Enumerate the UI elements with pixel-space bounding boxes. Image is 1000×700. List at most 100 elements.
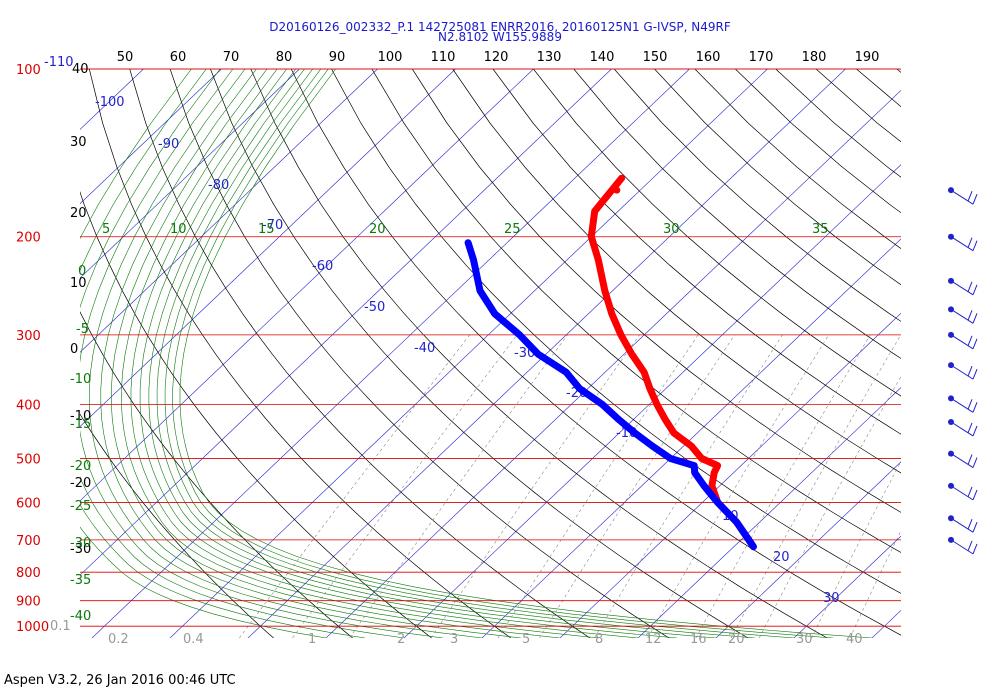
dry-adiabat — [573, 69, 901, 359]
mixing-ratio-label: 30 — [796, 632, 813, 647]
dry-adiabat — [290, 69, 901, 636]
dry-adiabat — [129, 69, 591, 638]
pressure-tick-label: 100 — [16, 63, 41, 78]
isobars — [80, 68, 901, 627]
isotherm-line — [80, 69, 300, 279]
wind-barb — [948, 536, 978, 555]
moist-adiabat — [80, 69, 405, 638]
moist-adiabat — [80, 69, 366, 638]
wind-barb — [948, 331, 978, 350]
mixing-ratio-line — [430, 334, 640, 638]
isotherm-line — [793, 535, 901, 638]
dry-adiabat — [856, 69, 901, 108]
grid-lines — [0, 69, 1000, 638]
isotherm-line — [403, 164, 901, 638]
dry-adiabat — [452, 69, 901, 474]
left-secondary-label: 20 — [70, 206, 87, 221]
isotherm-label: -60 — [312, 259, 333, 274]
adiabat-label: -15 — [70, 417, 91, 432]
pressure-tick-label: 700 — [16, 534, 41, 549]
wind-barb-staff — [950, 280, 974, 296]
moist-adiabat — [148, 69, 717, 638]
wind-barbs — [948, 187, 978, 555]
mixing-ratio-label: 5 — [522, 632, 530, 647]
top-axis-label: 100 — [378, 50, 403, 65]
wind-barb-staff — [950, 539, 974, 555]
wind-barb-staff — [950, 421, 974, 437]
isotherm-line — [0, 69, 65, 638]
adiabat-label: 15 — [258, 222, 275, 237]
moist-adiabat — [164, 69, 795, 638]
left-secondary-label: 30 — [70, 135, 87, 150]
top-axis-label: 130 — [537, 50, 562, 65]
isotherm-line — [950, 69, 1000, 638]
dry-adiabat — [210, 69, 749, 638]
isotherm-line — [637, 387, 901, 638]
isotherm-label: -40 — [414, 341, 435, 356]
isotherm-label: -80 — [208, 178, 229, 193]
wind-barb-feather — [972, 425, 978, 437]
moist-adiabat — [139, 69, 678, 638]
wind-barb-feather — [967, 399, 973, 410]
dry-adiabat — [80, 191, 432, 638]
top-axis-label: 190 — [855, 50, 880, 65]
dry-adiabat — [694, 69, 901, 249]
isotherm-line — [91, 69, 690, 638]
wind-barb-staff — [950, 397, 974, 413]
mixing-ratio-line — [239, 334, 471, 638]
wind-barb-feather — [972, 193, 978, 205]
moist-adiabat — [80, 69, 327, 638]
pressure-tick-label: 200 — [16, 231, 41, 246]
wind-barb-staff — [950, 517, 974, 533]
adiabat-label: 35 — [812, 222, 829, 237]
moist-adiabat — [121, 69, 600, 638]
wind-barb-feather — [967, 335, 973, 347]
moist-adiabat — [100, 69, 522, 638]
wind-barb-staff — [950, 485, 974, 501]
adiabat-label: 0 — [78, 264, 86, 279]
wind-barb — [948, 395, 978, 413]
dry-adiabat — [88, 69, 512, 638]
isotherm-line — [80, 69, 222, 205]
dry-adiabat — [613, 69, 901, 322]
mixing-ratio-line — [539, 334, 735, 638]
adiabat-label: -40 — [70, 609, 91, 624]
wind-barb-feather — [967, 540, 973, 552]
left-secondary-label: -30 — [70, 542, 91, 557]
top-axis-label: 70 — [223, 50, 240, 65]
left-secondary-label: -10 — [70, 409, 91, 424]
wind-barb — [948, 418, 978, 437]
wind-barb — [948, 277, 978, 296]
wind-barb-staff — [950, 236, 974, 252]
adiabat-label: -35 — [70, 573, 91, 588]
pressure-tick-label: 400 — [16, 398, 41, 413]
top-axis-label: 50 — [117, 50, 134, 65]
footer-text: Aspen V3.2, 26 Jan 2016 00:46 UTC — [4, 673, 236, 688]
mixing-ratio-label: 12 — [645, 632, 662, 647]
isotherm-label: -90 — [158, 137, 179, 152]
adiabat-label: 25 — [504, 222, 521, 237]
wind-barb-feather — [967, 281, 973, 293]
mixing-ratio-label: 3 — [450, 632, 458, 647]
mixing-ratio-label: 0.2 — [108, 632, 129, 647]
mixing-ratio-line — [758, 375, 901, 638]
top-axis-label: 80 — [276, 50, 293, 65]
pressure-tick-label: 600 — [16, 497, 41, 512]
dry-adiabat — [896, 69, 901, 73]
isotherm-line — [80, 69, 612, 576]
adiabat-label: -5 — [76, 322, 89, 337]
wind-barb-feather — [972, 543, 978, 555]
adiabat-label: 20 — [369, 222, 386, 237]
top-axis-label: 60 — [170, 50, 187, 65]
pressure-tick-label: 300 — [16, 329, 41, 344]
isotherm-label: -50 — [364, 300, 385, 315]
mixing-ratio-line — [849, 530, 901, 638]
isotherm-label: 20 — [773, 550, 790, 565]
top-axis-label: 110 — [431, 50, 456, 65]
isotherm-line — [80, 69, 534, 502]
pressure-tick-label: 500 — [16, 452, 41, 467]
moist-adiabat — [179, 69, 873, 638]
wind-barb-feather — [972, 489, 978, 501]
moist-adiabat — [88, 69, 483, 638]
